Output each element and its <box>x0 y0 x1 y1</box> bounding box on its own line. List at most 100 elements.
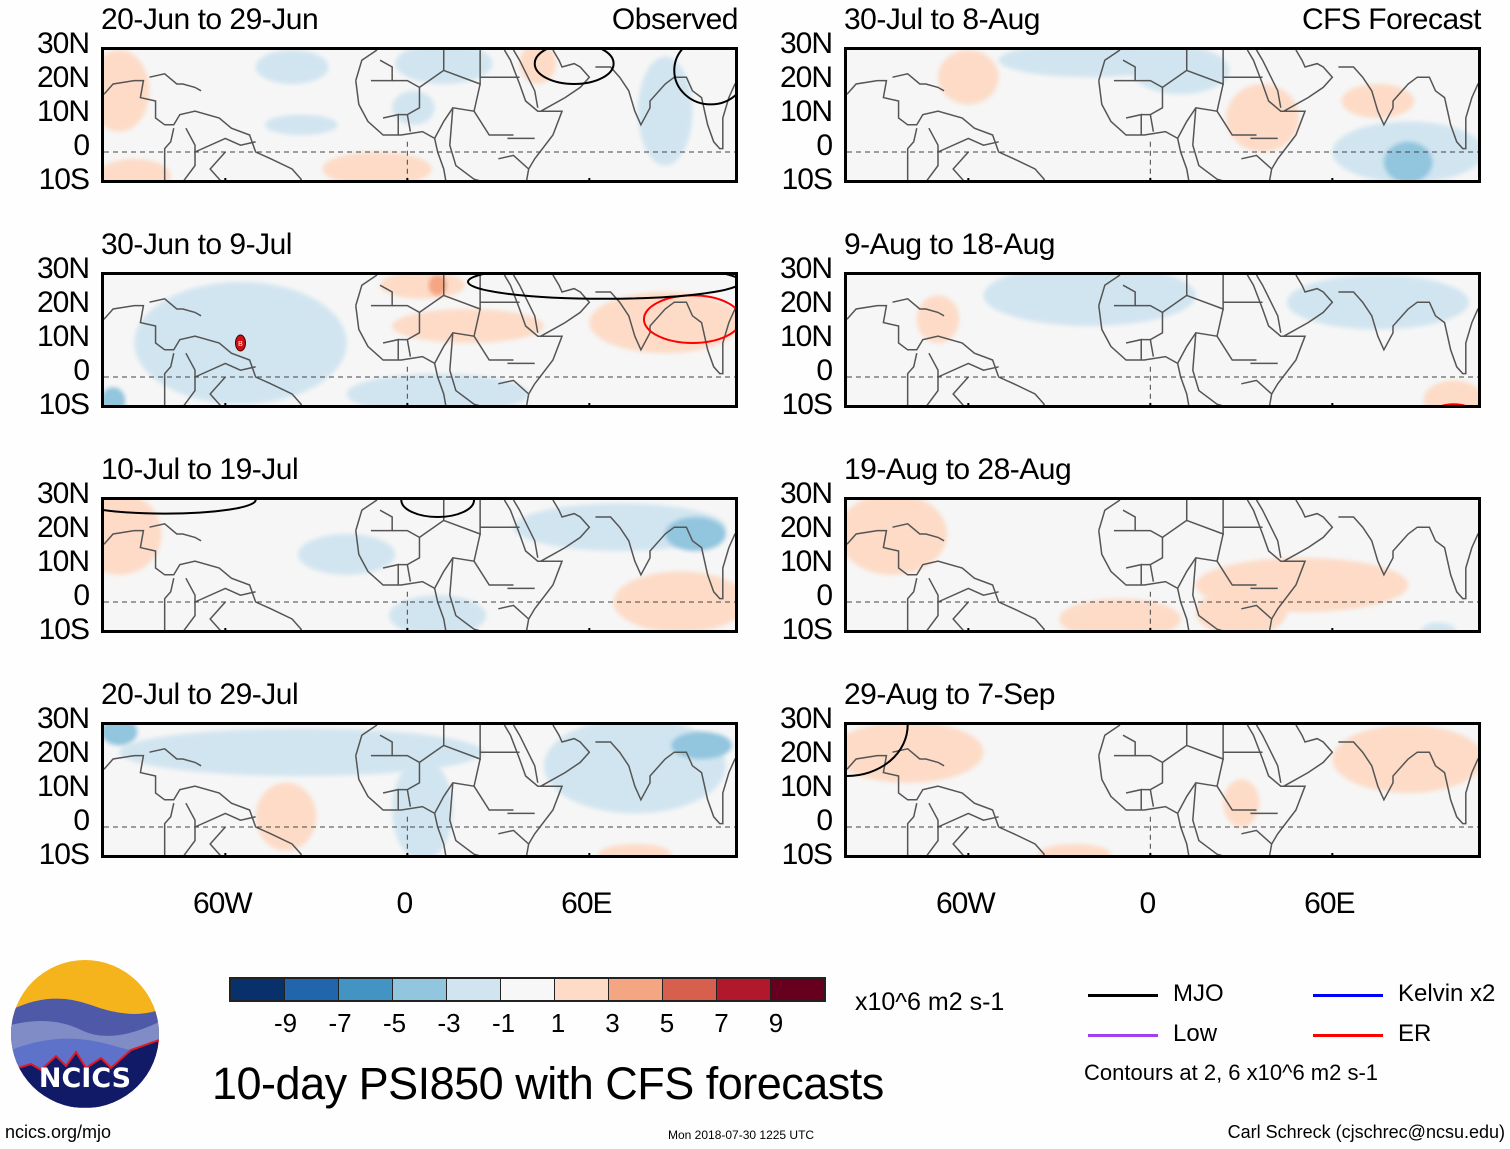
positive-anomaly-region <box>938 50 999 105</box>
colorbar-tick-label: 9 <box>768 1008 784 1038</box>
negative-anomaly-region <box>104 725 138 746</box>
country-border <box>473 785 514 811</box>
coastline <box>595 516 735 600</box>
coastline <box>1283 500 1334 562</box>
lat-tick-label: 10N <box>36 545 90 578</box>
country-border <box>1216 560 1257 586</box>
panel-date-range: 19-Aug to 28-Aug <box>844 453 1072 486</box>
country-border <box>433 533 481 589</box>
negative-anomaly-region <box>983 275 1196 326</box>
negative-anomaly-region <box>1420 622 1457 630</box>
lat-tick-label: 10S <box>38 613 90 646</box>
country-border <box>183 352 196 405</box>
country-border <box>1176 758 1224 814</box>
map-frame <box>844 272 1481 408</box>
country-border <box>398 762 421 791</box>
mjo-contour <box>533 50 615 85</box>
country-border <box>370 59 393 82</box>
coastline <box>1338 741 1478 825</box>
country-border <box>1192 557 1223 630</box>
colorbar-swatch <box>555 979 609 1000</box>
country-border <box>1241 154 1273 170</box>
negative-anomaly-region <box>346 373 529 405</box>
coastline <box>149 522 202 542</box>
coastline <box>1098 50 1121 81</box>
country-border <box>382 113 399 135</box>
lat-tick-label: 10N <box>779 770 833 803</box>
coastline <box>1255 725 1282 783</box>
country-border <box>926 352 939 405</box>
lon-tick-label: 60E <box>1304 887 1355 920</box>
er-contour <box>1441 403 1466 405</box>
country-border <box>926 127 939 180</box>
map-canvas <box>847 725 1478 855</box>
colorbar-swatch <box>447 979 501 1000</box>
country-border <box>937 812 999 828</box>
country-border <box>406 564 412 582</box>
map-frame <box>844 722 1481 858</box>
map-frame: B <box>101 272 738 408</box>
country-border <box>449 782 480 855</box>
country-border <box>1125 338 1142 360</box>
coastline <box>512 50 539 108</box>
coastline <box>503 500 564 630</box>
coastline <box>892 747 945 767</box>
coastline <box>503 725 564 855</box>
footer-timestamp: Mon 2018-07-30 1225 UTC <box>668 1128 815 1142</box>
positive-anomaly-region <box>104 500 162 575</box>
map-frame <box>101 47 738 183</box>
country-border <box>1113 59 1136 82</box>
footer-url[interactable]: ncics.org/mjo <box>5 1122 112 1142</box>
coastline <box>512 500 539 558</box>
coastline <box>1255 500 1282 558</box>
lat-tick-label: 20N <box>36 511 90 544</box>
country-border <box>1186 500 1224 536</box>
country-border <box>382 338 399 360</box>
positive-anomaly-region <box>1332 725 1478 793</box>
coastline <box>847 529 1046 630</box>
country-border <box>398 87 421 116</box>
coastline <box>1098 755 1190 855</box>
country-border <box>1149 564 1155 582</box>
map-panel: 30-Jun to 9-Jul 30N 20N 10N 0 10S B <box>37 228 738 420</box>
lat-tick-label: 20N <box>779 511 833 544</box>
positive-anomaly-region <box>613 571 735 630</box>
colorbar-tick-label: -9 <box>273 1008 298 1038</box>
country-border <box>209 826 226 855</box>
coastline <box>163 578 175 630</box>
country-border <box>1241 829 1273 845</box>
lat-tick-label: 0 <box>816 579 833 612</box>
coastline <box>104 304 303 405</box>
coastline <box>906 578 918 630</box>
negative-anomaly-region <box>298 534 396 575</box>
coastline <box>503 50 564 180</box>
country-border <box>209 151 226 180</box>
country-border <box>194 137 256 153</box>
country-border <box>937 137 999 153</box>
coastline <box>1246 725 1307 855</box>
lon-tick-label: 60E <box>561 887 612 920</box>
country-border <box>498 604 530 620</box>
lat-tick-label: 10N <box>36 320 90 353</box>
coastline <box>163 128 175 180</box>
country-border <box>370 734 393 757</box>
legend-label: Kelvin x2 <box>1398 980 1496 1007</box>
negative-anomaly-region <box>104 387 126 405</box>
coastline <box>163 353 175 405</box>
country-border <box>1192 107 1223 180</box>
country-border <box>209 601 226 630</box>
coastline <box>595 291 735 375</box>
panel-source-tag: CFS Forecast <box>1301 3 1482 36</box>
country-border <box>1241 379 1273 395</box>
colorbar-tick-label: -1 <box>491 1008 516 1038</box>
lat-tick-label: 20N <box>36 736 90 769</box>
country-border <box>937 362 999 378</box>
colorbar <box>229 977 826 1002</box>
map-canvas <box>847 275 1478 405</box>
country-border <box>1192 332 1223 405</box>
country-border <box>406 114 412 132</box>
coastline <box>104 79 303 180</box>
lat-tick-label: 10N <box>779 545 833 578</box>
legend-label: MJO <box>1173 980 1224 1007</box>
lat-tick-label: 0 <box>816 129 833 162</box>
